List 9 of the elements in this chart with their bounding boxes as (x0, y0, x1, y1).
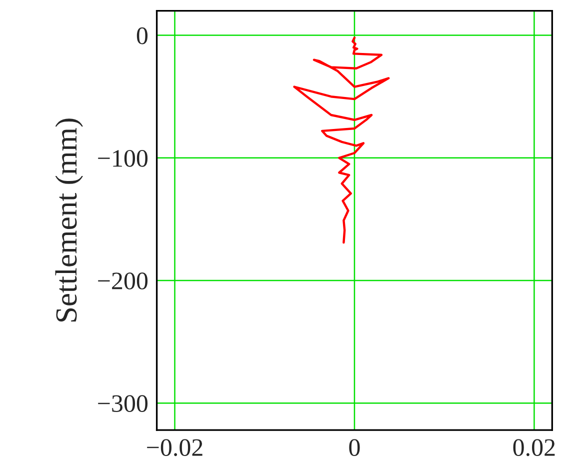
y-tick-label: −100 (98, 150, 148, 167)
y-tick-label: −300 (98, 395, 148, 412)
x-tick-label: 0.02 (513, 439, 555, 456)
y-tick-label: 0 (136, 27, 148, 44)
y-axis-title: Settlement (mm) (55, 118, 83, 322)
x-tick-label: −0.02 (147, 439, 202, 456)
y-tick-label: −200 (98, 272, 148, 290)
line-series (293, 36, 390, 244)
x-tick-label: 0 (349, 439, 360, 456)
